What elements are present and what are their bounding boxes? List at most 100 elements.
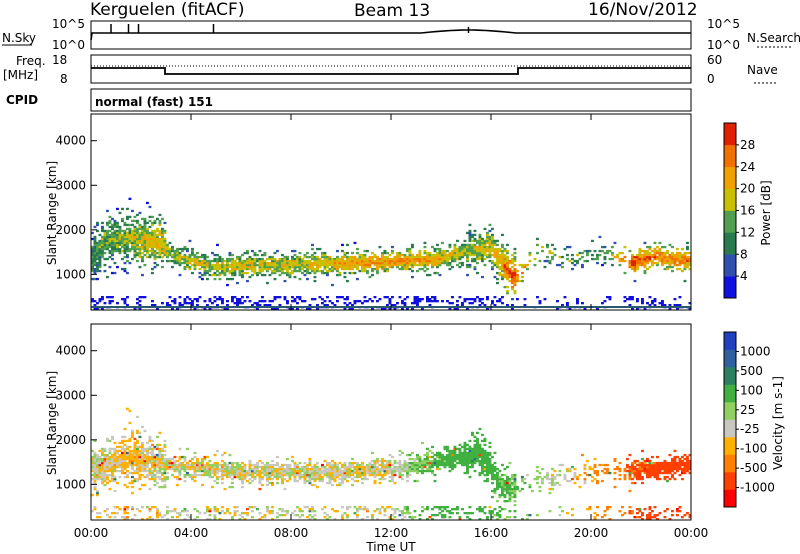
power-cell [178, 257, 182, 261]
power-cell [228, 253, 232, 257]
power-cell [168, 241, 172, 245]
power-cell [221, 259, 224, 263]
velocity-cell [538, 489, 542, 493]
velocity-cell [668, 467, 672, 471]
velocity-cell [658, 477, 662, 481]
power-cell [413, 257, 417, 261]
power-cell [103, 247, 107, 251]
noise-right-bottom-tick: 10^0 [707, 38, 740, 52]
power-cell [108, 233, 112, 237]
power-cell [121, 237, 124, 241]
power-cell [341, 257, 344, 261]
power-cell [478, 245, 482, 249]
velocity-cell [428, 463, 432, 467]
velocity-cell [313, 479, 317, 483]
power-cell [246, 251, 249, 255]
power-cell [576, 259, 579, 263]
velocity-cell [93, 485, 97, 489]
velocity-cell [466, 443, 469, 447]
power-cell [646, 259, 649, 263]
velocity-cell [343, 465, 347, 469]
power-cell [643, 269, 647, 273]
power-cell [503, 247, 507, 251]
velocity-cell [171, 510, 174, 513]
power-cell [313, 259, 317, 263]
power-cell [256, 308, 259, 311]
power-cell [646, 302, 649, 305]
power-cell [386, 261, 389, 265]
velocity-cell [323, 469, 327, 473]
power-cell [288, 273, 292, 277]
power-cell [338, 259, 342, 263]
velocity-cell [298, 477, 302, 481]
power-cell [123, 235, 127, 239]
velocity-cell [481, 449, 484, 453]
power-cell [486, 235, 489, 239]
velocity-cell [493, 465, 497, 469]
power-cell [258, 300, 262, 303]
power-cell [133, 308, 137, 311]
velocity-cell [373, 471, 377, 475]
power-cell [98, 241, 102, 245]
power-cell [158, 247, 162, 251]
power-cell [138, 237, 142, 241]
power-cell [513, 277, 517, 281]
velocity-cell [388, 453, 392, 457]
power-cell [111, 239, 114, 243]
power-cell [293, 259, 297, 263]
power-cell [296, 302, 299, 305]
velocity-cell [148, 451, 152, 455]
velocity-cell [343, 461, 347, 465]
velocity-cell [108, 439, 112, 443]
power-cell [91, 263, 94, 267]
velocity-cell [671, 467, 674, 471]
power-cell [643, 271, 647, 275]
velocity-cell [466, 447, 469, 451]
power-cell [366, 259, 369, 263]
power-cell [406, 259, 409, 263]
velocity-cell [641, 512, 644, 515]
power-cell [358, 257, 362, 261]
power-cell [241, 296, 244, 299]
velocity-cell [128, 471, 132, 475]
velocity-cell [488, 441, 492, 445]
power-cell [486, 296, 489, 299]
velocity-cell [203, 467, 207, 471]
power-cell [448, 251, 452, 255]
velocity-cell [173, 461, 177, 465]
velocity-cell [403, 465, 407, 469]
power-cell [91, 300, 94, 303]
velocity-cell [251, 516, 254, 519]
power-cell [336, 255, 339, 259]
velocity-cell [621, 514, 624, 517]
power-cell [106, 221, 109, 225]
power-cell [98, 253, 102, 257]
velocity-cell [331, 467, 334, 471]
power-cell [203, 265, 207, 269]
power-cell [241, 269, 244, 273]
power-cell [181, 261, 184, 265]
velocity-cell [548, 477, 552, 481]
velocity-cell [271, 506, 274, 509]
velocity-cell [293, 463, 297, 467]
power-cell [106, 247, 109, 251]
power-cell [271, 257, 274, 261]
velocity-cell [371, 473, 374, 477]
power-cell [536, 243, 539, 247]
power-cell [278, 273, 282, 277]
velocity-cell [493, 467, 497, 471]
power-cell [126, 235, 129, 239]
velocity-cell [383, 508, 387, 511]
power-cell [651, 261, 654, 265]
power-cell [273, 269, 277, 273]
power-cell [601, 245, 604, 249]
power-cell [426, 255, 429, 259]
power-cell [206, 304, 209, 307]
power-cell [671, 265, 674, 269]
power-cell [643, 259, 647, 263]
power-cell [108, 255, 112, 259]
power-cell [661, 245, 664, 249]
power-cell [373, 263, 377, 267]
power-cell [373, 255, 377, 259]
velocity-cell [221, 473, 224, 477]
